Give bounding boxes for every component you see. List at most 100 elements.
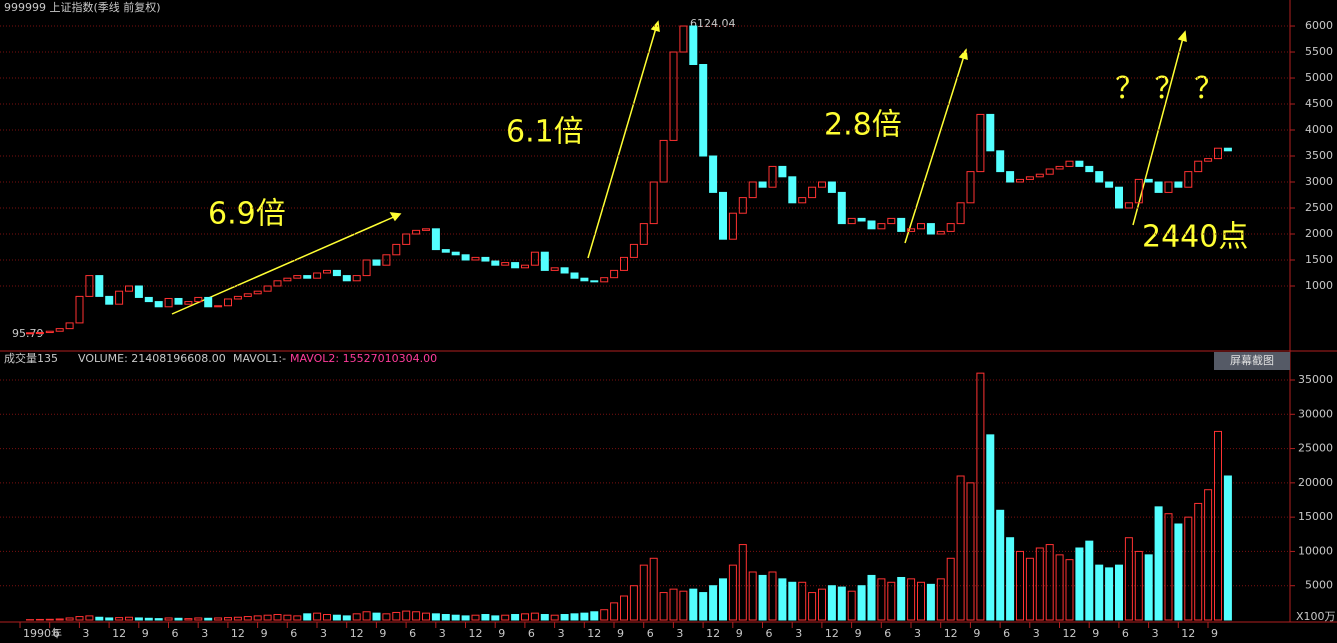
volume-bar bbox=[629, 585, 638, 621]
volume-bar bbox=[214, 617, 223, 621]
candle bbox=[362, 259, 371, 277]
screenshot-button[interactable] bbox=[1214, 352, 1290, 370]
candle bbox=[481, 256, 490, 262]
x-tick-label: 6 bbox=[884, 627, 891, 640]
volume-bar bbox=[659, 592, 668, 621]
volume-bar bbox=[224, 617, 232, 621]
candle bbox=[1016, 178, 1024, 183]
candle bbox=[887, 217, 896, 225]
candle bbox=[501, 262, 510, 266]
volume-bar bbox=[521, 613, 529, 621]
y-tick-label: 10000 bbox=[1298, 544, 1333, 557]
volume-bar bbox=[738, 544, 747, 621]
y-tick-label: 1500 bbox=[1305, 253, 1333, 266]
y-tick-label: 35000 bbox=[1298, 373, 1333, 386]
volume-bar bbox=[620, 595, 628, 621]
candle bbox=[867, 220, 876, 230]
volume-bar bbox=[273, 614, 282, 621]
candle bbox=[441, 249, 450, 253]
candle bbox=[154, 301, 163, 308]
volume-bar bbox=[748, 571, 757, 621]
candle bbox=[1174, 181, 1183, 188]
candle bbox=[580, 277, 589, 282]
x-tick-label: 12 bbox=[469, 627, 483, 640]
annotation: 6.9倍 bbox=[208, 197, 286, 232]
volume-bar bbox=[689, 588, 698, 621]
x-tick-label: 3 bbox=[914, 627, 921, 640]
volume-bar bbox=[778, 578, 787, 621]
candle bbox=[293, 275, 302, 279]
volume-bar bbox=[1105, 567, 1114, 621]
candle bbox=[283, 277, 292, 282]
y-tick-label: 4500 bbox=[1305, 97, 1333, 110]
x-tick-label: 3 bbox=[1033, 627, 1040, 640]
arrow-head bbox=[958, 48, 968, 61]
volume-bar bbox=[382, 613, 391, 621]
candle bbox=[1055, 165, 1064, 170]
volume-bar bbox=[461, 615, 470, 621]
candle bbox=[233, 295, 242, 300]
volume-bar bbox=[75, 616, 84, 621]
volume-bar bbox=[1075, 547, 1084, 621]
volume-bar bbox=[649, 557, 658, 621]
volume-bar bbox=[501, 614, 510, 621]
y-tick-label: 30000 bbox=[1298, 407, 1333, 420]
candle bbox=[590, 280, 599, 283]
volume-bar bbox=[867, 574, 876, 621]
x-tick-label: 3 bbox=[795, 627, 802, 640]
candle bbox=[85, 275, 94, 297]
volume-bar bbox=[788, 581, 797, 621]
volume-bar bbox=[728, 564, 737, 621]
volume-bar bbox=[194, 617, 203, 621]
candle bbox=[1134, 178, 1143, 204]
volume-bar bbox=[451, 614, 460, 621]
volume-bar bbox=[1223, 475, 1232, 621]
candle bbox=[313, 272, 322, 279]
volume-bar bbox=[966, 482, 975, 621]
candle bbox=[689, 25, 698, 65]
volume-bar bbox=[105, 617, 114, 621]
candle bbox=[986, 113, 995, 152]
candle bbox=[402, 233, 411, 245]
volume-bar bbox=[996, 509, 1005, 621]
candle bbox=[709, 155, 718, 193]
candle bbox=[1006, 171, 1015, 183]
candle bbox=[877, 223, 886, 230]
candle bbox=[412, 229, 421, 235]
candle bbox=[1204, 158, 1213, 162]
candle bbox=[511, 262, 520, 269]
volume-bar bbox=[1164, 513, 1173, 621]
volume-bar bbox=[1045, 544, 1054, 621]
legend: VOLUME: 21408196608.00 bbox=[78, 352, 226, 365]
candle bbox=[214, 305, 223, 308]
volume-bar bbox=[926, 583, 935, 621]
volume-bar bbox=[263, 614, 272, 621]
candle bbox=[560, 267, 569, 274]
x-tick-label: 12 bbox=[231, 627, 245, 640]
y-tick-label: 5500 bbox=[1305, 45, 1333, 58]
arrow bbox=[1132, 37, 1184, 226]
candle bbox=[679, 25, 688, 53]
x-tick-label: 6 bbox=[528, 627, 535, 640]
candle bbox=[491, 260, 500, 266]
x-tick-label: 12 bbox=[1063, 627, 1077, 640]
candle bbox=[263, 285, 272, 292]
annotation: 2.8倍 bbox=[824, 108, 902, 143]
volume-bar bbox=[402, 610, 411, 621]
candle bbox=[1115, 186, 1123, 209]
screenshot-button-label[interactable]: 屏幕截图 bbox=[1230, 353, 1274, 367]
volume-bar bbox=[441, 614, 450, 621]
candle bbox=[1045, 168, 1054, 175]
x-tick-label: 9 bbox=[617, 627, 624, 640]
volume-bar bbox=[174, 617, 183, 621]
y-tick-label: 15000 bbox=[1298, 510, 1333, 523]
volume-bar bbox=[808, 592, 817, 621]
volume-bar bbox=[233, 616, 242, 621]
candle bbox=[1124, 202, 1133, 209]
volume-bar bbox=[600, 609, 609, 621]
x-tick-label: 3 bbox=[1152, 627, 1159, 640]
volume-bar bbox=[986, 434, 995, 621]
volume-bar bbox=[85, 615, 94, 621]
candle bbox=[600, 277, 609, 283]
